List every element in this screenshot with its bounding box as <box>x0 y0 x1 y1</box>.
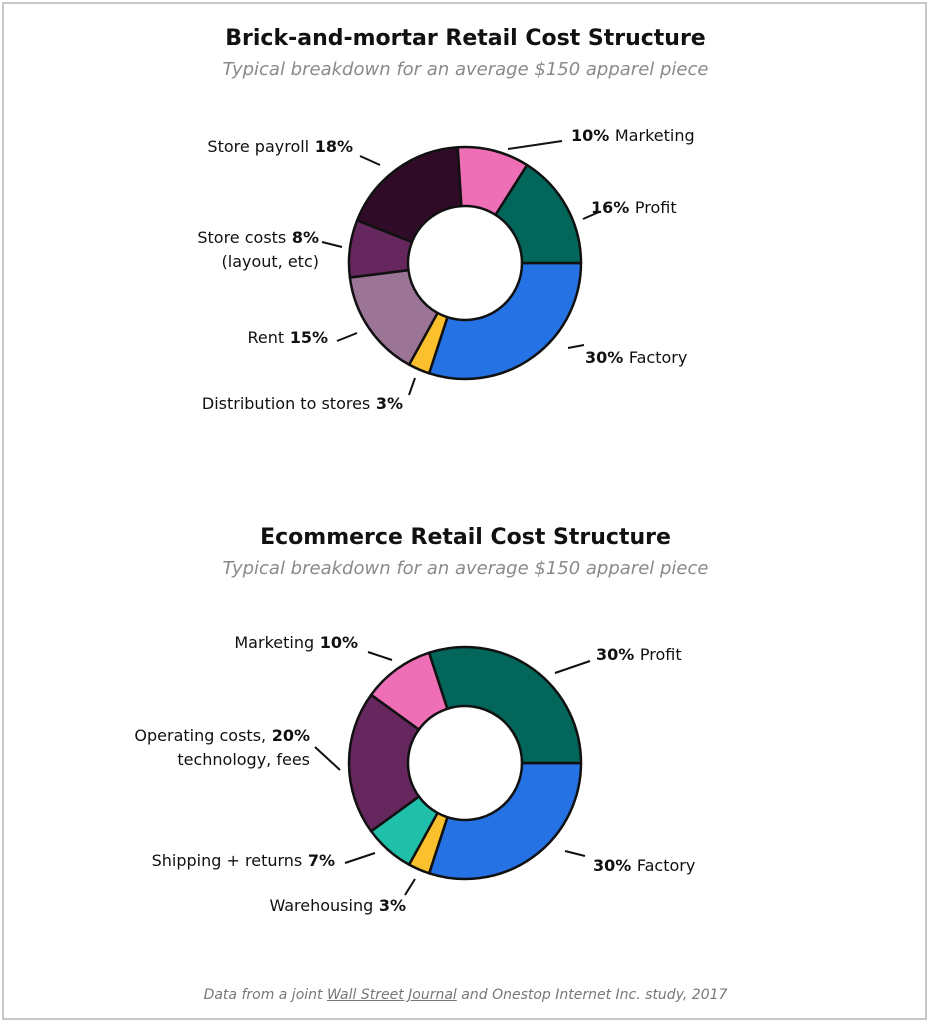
label-rent: Rent 15% <box>247 328 328 347</box>
label-store-payroll: Store payroll 18% <box>207 137 353 156</box>
label-store-costs-layout-etc: Store costs 8% (layout, etc) <box>197 228 319 271</box>
slice-profit <box>494 163 583 265</box>
chart-2-subtitle: Typical breakdown for an average $150 ap… <box>222 558 709 579</box>
leader-line-distribution-to-stores <box>408 377 416 396</box>
leader-line-operating-costs-technology-fees <box>314 746 341 771</box>
chart-2-title: Ecommerce Retail Cost Structure <box>260 525 671 550</box>
source-prefix: Data from a joint <box>203 987 323 1003</box>
leader-line-profit <box>582 211 600 220</box>
leader-line-marketing <box>507 140 563 150</box>
label-marketing: Marketing 10% <box>234 633 358 652</box>
chart-1-subtitle: Typical breakdown for an average $150 ap… <box>222 59 709 80</box>
label-operating-costs-technology-fees: Operating costs, 20% technology, fees <box>134 726 310 769</box>
chart-1-title: Brick-and-mortar Retail Cost Structure <box>225 26 706 51</box>
source-link[interactable]: Wall Street Journal <box>326 987 457 1003</box>
leader-line-shipping-returns <box>344 852 376 864</box>
source-suffix: and Onestop Internet Inc. study, 2017 <box>461 987 728 1003</box>
label-factory: 30% Factory <box>585 348 687 367</box>
brick-and-mortar-donut-chart: 30% Factory Distribution to stores 3% Rent… <box>197 126 695 413</box>
leader-line-store-costs-layout-etc <box>321 241 343 248</box>
label-marketing: 10% Marketing <box>571 126 695 145</box>
leader-line-marketing <box>367 651 393 661</box>
leader-line-warehousing <box>404 878 416 896</box>
source-note: Data from a joint Wall Street Journal an… <box>0 987 931 1003</box>
slice-profit <box>427 645 583 765</box>
leader-line-profit <box>554 660 591 674</box>
leader-line-rent <box>336 332 358 342</box>
label-distribution-to-stores: Distribution to stores 3% <box>202 394 403 413</box>
leader-line-factory <box>567 344 585 349</box>
leader-line-store-payroll <box>359 155 381 166</box>
label-profit: 16% Profit <box>591 198 677 217</box>
slice-factory <box>427 761 583 881</box>
label-factory: 30% Factory <box>593 856 695 875</box>
ecommerce-donut-chart: 30% Factory Warehousing 3% Shipping + retu… <box>134 633 695 915</box>
slice-factory <box>427 261 583 381</box>
slice-operating-costs-technology-fees <box>347 693 421 833</box>
label-shipping-returns: Shipping + returns 7% <box>152 851 335 870</box>
leader-line-factory <box>564 850 586 857</box>
label-warehousing: Warehousing 3% <box>269 896 406 915</box>
label-profit: 30% Profit <box>596 645 682 664</box>
